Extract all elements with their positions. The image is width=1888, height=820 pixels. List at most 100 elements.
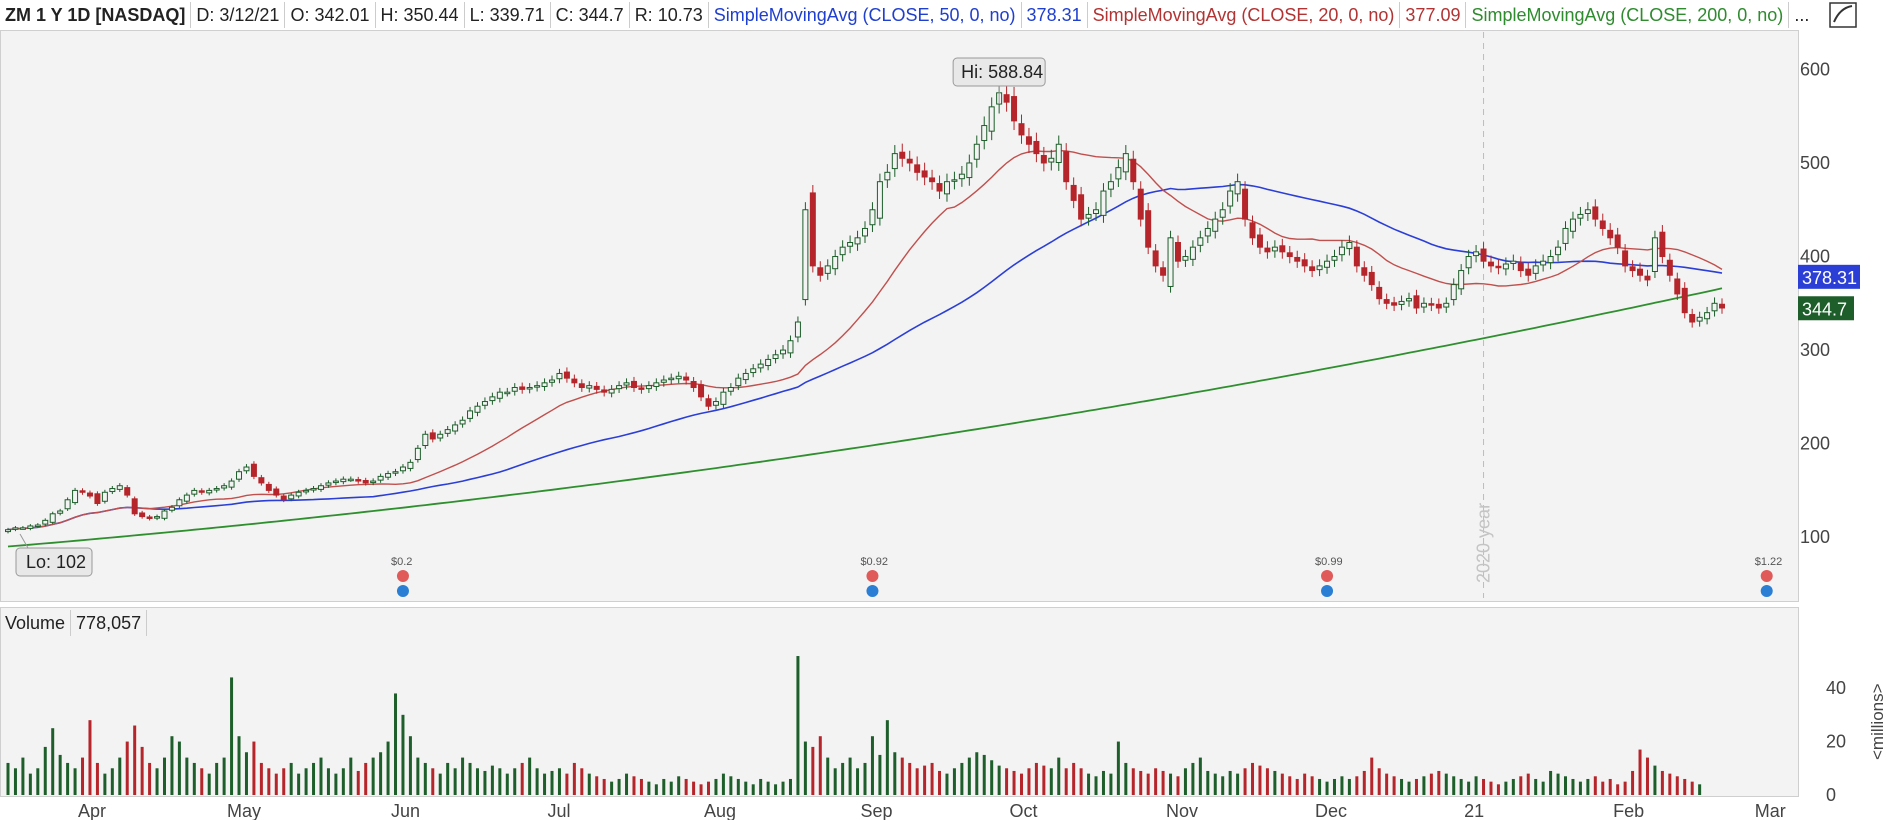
drawing-tool-icon[interactable] <box>1828 0 1858 30</box>
volume-bar <box>1258 765 1262 795</box>
volume-bar <box>461 757 465 795</box>
candle-body <box>139 512 146 518</box>
candle-body <box>1398 300 1405 305</box>
volume-bar <box>51 728 55 795</box>
volume-bar <box>520 762 524 795</box>
sma50-price-tag: 378.31 <box>1802 268 1857 288</box>
candle <box>1197 230 1204 253</box>
volume-bar <box>58 754 62 795</box>
candle-body <box>459 419 466 425</box>
volume-bar <box>401 714 405 795</box>
volume-bar <box>1146 773 1150 795</box>
candle-body <box>1607 229 1614 239</box>
volume-bar <box>714 778 718 795</box>
volume-bar <box>423 762 427 795</box>
price-panel[interactable] <box>0 30 1799 602</box>
volume-bar <box>1675 776 1679 795</box>
volume-bar <box>408 736 412 795</box>
more-studies-button[interactable]: ... <box>1794 5 1810 25</box>
candle-body <box>1637 268 1644 276</box>
candle-body <box>57 510 64 514</box>
candle <box>1480 242 1487 268</box>
volume-bar <box>1042 765 1046 795</box>
candle <box>720 387 727 409</box>
candle <box>556 368 563 384</box>
candle-body <box>273 488 280 496</box>
candle-body <box>1614 234 1621 248</box>
candle-body <box>1145 210 1152 248</box>
candle-body <box>1562 227 1569 244</box>
candle-body <box>608 388 615 394</box>
volume-unit-label: <millions> <box>1868 683 1887 760</box>
volume-bar <box>326 768 330 795</box>
symbol-label[interactable]: ZM 1 Y 1D [NASDAQ] <box>0 2 192 28</box>
candle-body <box>1040 154 1047 164</box>
candle <box>12 525 19 532</box>
candle-body <box>1540 260 1547 266</box>
candle-body <box>385 473 392 478</box>
candle-body <box>1063 151 1070 183</box>
candle-body <box>1689 314 1696 323</box>
candle-body <box>1197 237 1204 246</box>
volume-bar <box>647 781 651 795</box>
candle-body <box>824 265 831 274</box>
time-tick-label: Jul <box>547 801 570 820</box>
volume-bar <box>1169 773 1173 795</box>
volume-bar <box>587 773 591 795</box>
candle <box>183 492 190 504</box>
candle <box>496 387 503 403</box>
candle <box>1160 261 1167 282</box>
candle-body <box>973 143 980 160</box>
candle-body <box>1078 194 1085 220</box>
candle-body <box>243 466 250 472</box>
date-value: D: 3/12/21 <box>191 2 286 28</box>
candle <box>1025 127 1032 154</box>
candle-body <box>1599 220 1606 229</box>
candle <box>1443 297 1450 313</box>
candle <box>1391 296 1398 312</box>
candle <box>422 430 429 449</box>
volume-bar <box>1645 757 1649 795</box>
candle <box>1271 240 1278 258</box>
volume-bar <box>371 757 375 795</box>
candle <box>772 349 779 364</box>
volume-bar <box>483 770 487 795</box>
candle-body <box>116 485 123 490</box>
candle-body <box>1361 267 1368 276</box>
candle <box>1704 306 1711 325</box>
sma50-study-label[interactable]: SimpleMovingAvg (CLOSE, 50, 0, no) <box>709 2 1022 28</box>
sma200-study-label[interactable]: SimpleMovingAvg (CLOSE, 200, 0, no) <box>1466 2 1790 28</box>
candle-body <box>347 478 354 482</box>
volume-bar <box>431 768 435 795</box>
volume-bar <box>1623 781 1627 795</box>
volume-bar <box>6 762 10 795</box>
candle <box>1033 132 1040 163</box>
volume-bar <box>1273 770 1277 795</box>
candle <box>638 383 645 394</box>
candle-body <box>1532 265 1539 274</box>
candle <box>1495 259 1502 275</box>
candle <box>1577 206 1584 226</box>
candle-body <box>519 386 526 390</box>
candle <box>1681 282 1688 319</box>
volume-panel[interactable] <box>0 607 1799 797</box>
candle <box>1607 223 1614 245</box>
sma200-line <box>7 287 1723 548</box>
candle <box>1420 297 1427 313</box>
candle-body <box>444 429 451 434</box>
sma20-study-label[interactable]: SimpleMovingAvg (CLOSE, 20, 0, no) <box>1088 2 1401 28</box>
candle <box>519 382 526 394</box>
candle-body <box>377 475 384 481</box>
candle <box>101 489 108 504</box>
candle-body <box>1189 246 1196 260</box>
candle <box>742 368 749 385</box>
volume-bar <box>1526 773 1530 795</box>
candle <box>1473 245 1480 263</box>
candle <box>787 335 794 358</box>
volume-bar <box>28 773 32 795</box>
volume-bar <box>1400 778 1404 795</box>
candle-body <box>64 499 71 510</box>
volume-bar <box>1116 741 1120 795</box>
candle-body <box>876 181 883 219</box>
